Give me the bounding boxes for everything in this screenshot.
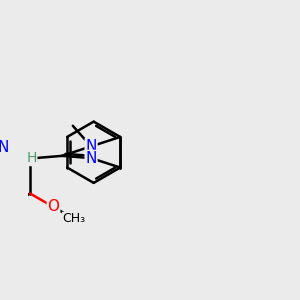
Text: O: O (47, 200, 59, 214)
Text: H: H (26, 152, 37, 165)
Text: N: N (85, 151, 97, 166)
Text: CH₃: CH₃ (63, 212, 86, 225)
Text: N: N (0, 140, 9, 155)
Text: N: N (85, 139, 97, 154)
